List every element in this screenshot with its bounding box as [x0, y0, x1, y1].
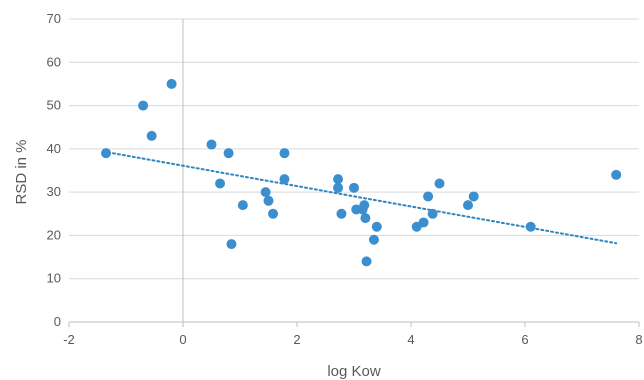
- data-point: [215, 178, 226, 189]
- data-point: [468, 191, 479, 202]
- gridlines: [69, 18, 639, 280]
- data-point: [223, 148, 234, 159]
- y-tick-label: 20: [47, 227, 61, 242]
- data-point: [336, 208, 347, 219]
- trendline: [102, 150, 618, 245]
- data-point: [279, 148, 290, 159]
- y-tick-label: 10: [47, 271, 61, 286]
- data-point: [263, 195, 274, 206]
- data-point: [279, 174, 290, 185]
- data-point: [226, 239, 237, 250]
- x-tick-label: 4: [407, 332, 414, 347]
- y-tick-label: 70: [47, 11, 61, 26]
- y-tick-label: 40: [47, 141, 61, 156]
- data-point: [138, 100, 149, 111]
- y-tick-label: 0: [54, 314, 61, 329]
- y-axis-title: RSD in %: [13, 139, 30, 204]
- data-point: [349, 182, 359, 193]
- data-point: [146, 130, 157, 141]
- data-point: [360, 213, 371, 224]
- data-point: [268, 208, 279, 219]
- data-point: [333, 182, 344, 193]
- data-point: [359, 200, 370, 211]
- data-point: [611, 169, 622, 180]
- data-point: [463, 200, 473, 211]
- data-point: [368, 234, 379, 245]
- data-point: [206, 139, 217, 150]
- x-tick-label: 0: [179, 332, 186, 347]
- data-point: [525, 221, 536, 232]
- data-point: [423, 191, 434, 202]
- x-tick-label: -2: [63, 332, 75, 347]
- x-tick-label: 8: [635, 332, 642, 347]
- data-point: [166, 78, 177, 89]
- axes: [68, 19, 640, 327]
- y-tick-label: 50: [47, 98, 61, 113]
- trendline-group: [102, 150, 618, 245]
- y-tick-label: 30: [47, 184, 61, 199]
- data-point: [371, 221, 382, 232]
- data-point: [418, 217, 429, 228]
- x-tick-label: 6: [521, 332, 528, 347]
- x-axis-title: log Kow: [327, 363, 381, 380]
- y-tick-label: 60: [47, 54, 61, 69]
- data-point: [361, 256, 372, 267]
- data-point: [427, 208, 438, 219]
- data-point: [237, 200, 248, 211]
- data-point: [260, 187, 271, 198]
- x-tick-label: 2: [293, 332, 300, 347]
- data-point: [333, 174, 344, 185]
- data-points: [101, 78, 622, 267]
- data-point: [101, 148, 112, 159]
- data-point: [434, 178, 445, 189]
